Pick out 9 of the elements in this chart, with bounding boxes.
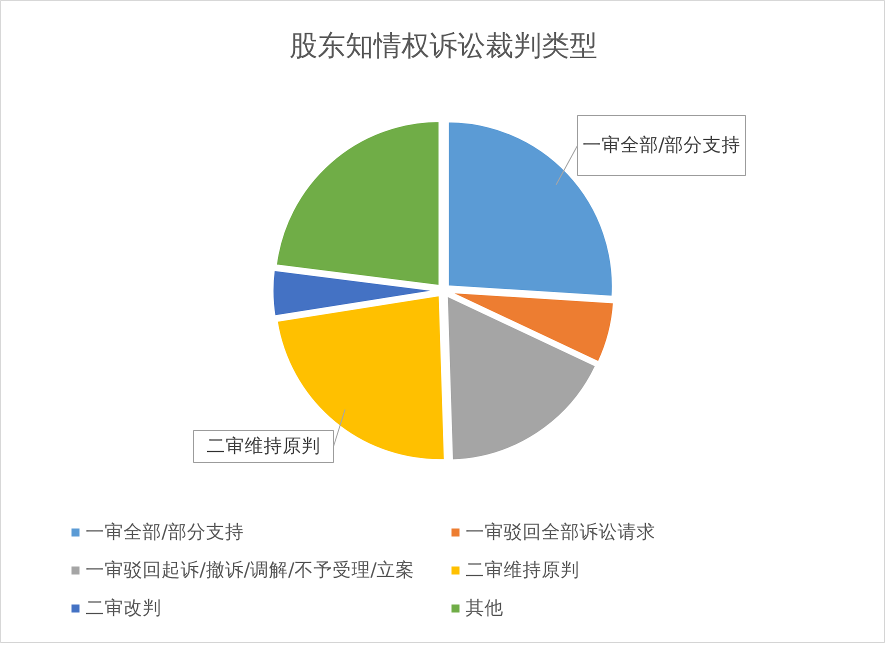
slice-label: 一审全部/部分支持 xyxy=(582,134,741,156)
legend-label: 一审驳回全部诉讼请求 xyxy=(466,521,656,543)
legend-label: 二审维持原判 xyxy=(466,559,580,581)
legend-label: 一审驳回起诉/撤诉/调解/不予受理/立案 xyxy=(86,559,415,581)
legend-label: 一审全部/部分支持 xyxy=(86,521,244,543)
legend-label: 其他 xyxy=(466,598,504,619)
slice-label: 二审维持原判 xyxy=(206,435,320,457)
legend-label: 二审改判 xyxy=(86,597,162,619)
chart-title: 股东知情权诉讼裁判类型 xyxy=(290,29,598,62)
